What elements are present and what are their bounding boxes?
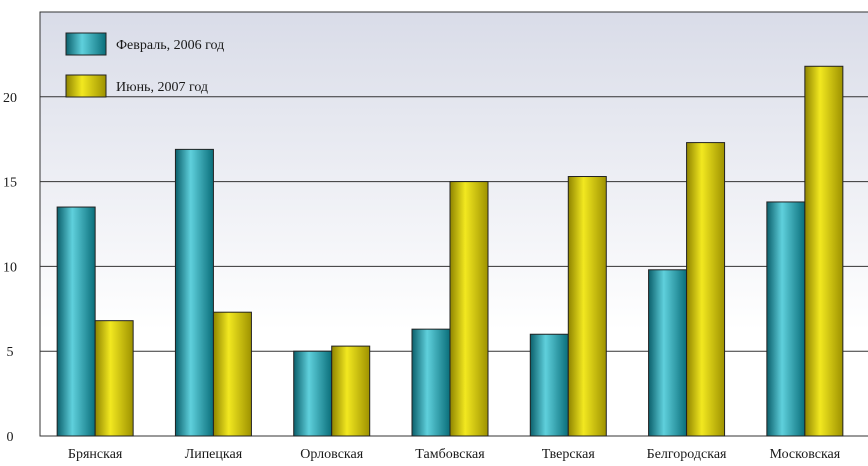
category-label: Тамбовская [415,447,485,462]
bar-feb-2006 [529,333,569,437]
bar-feb-2006 [648,269,688,437]
bar-feb-2006 [293,350,333,437]
bar-jun-2007 [212,311,252,437]
legend-swatch [65,74,107,98]
y-tick-label: 10 [3,260,17,275]
category-label: Липецкая [185,447,243,462]
bar-feb-2006 [766,201,806,437]
legend-label: Февраль, 2006 год [116,38,224,53]
category-label: Брянская [68,447,123,462]
bar-jun-2007 [331,345,371,437]
y-tick-label: 20 [3,91,17,106]
y-tick-label: 15 [3,176,17,191]
bar-feb-2006 [411,328,451,437]
legend: Февраль, 2006 год Июнь, 2007 год [65,32,224,98]
legend-label: Июнь, 2007 год [116,80,208,95]
category-label: Орловская [300,447,363,462]
category-label: Белгородская [647,447,727,462]
bars [56,65,844,437]
bar-jun-2007 [804,65,844,437]
y-tick-label: 0 [7,430,14,445]
bar-feb-2006 [174,148,214,437]
y-tick-label: 5 [7,345,14,360]
category-label: Московская [769,447,840,462]
bar-jun-2007 [567,176,607,437]
bar-jun-2007 [94,320,134,437]
bar-jun-2007 [686,142,726,437]
bar-feb-2006 [56,206,96,437]
bar-jun-2007 [449,181,489,437]
category-label: Тверская [542,447,596,462]
x-axis: Брянская Липецкая Орловская Тамбовская Тверс… [68,447,841,462]
legend-swatch [65,32,107,56]
